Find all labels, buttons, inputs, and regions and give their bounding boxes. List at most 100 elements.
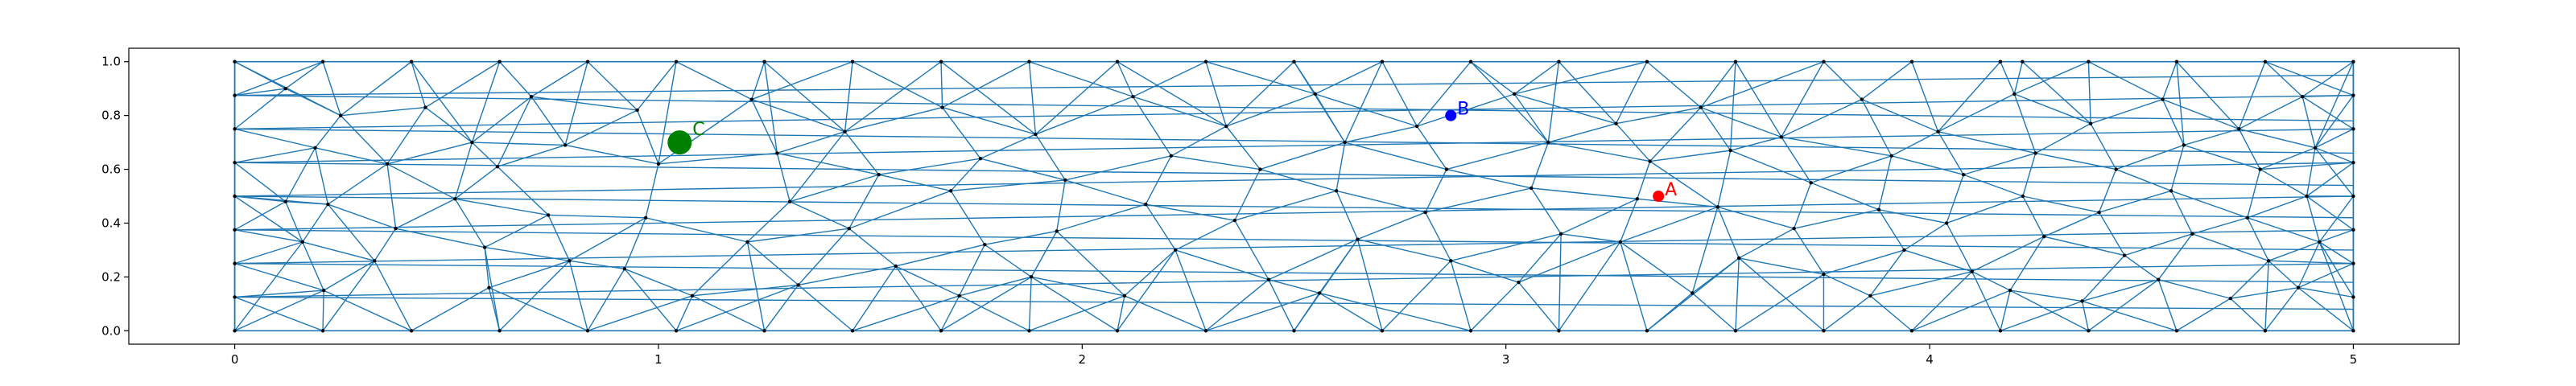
mesh-node (320, 60, 325, 64)
mesh-node (2351, 261, 2355, 265)
mesh-edge (454, 142, 473, 199)
mesh-node (1027, 329, 1031, 333)
mesh-node (2161, 97, 2165, 101)
mesh-edge (1620, 206, 1719, 243)
mesh-edge (1911, 290, 2011, 331)
mesh-edge (2297, 241, 2320, 289)
mesh-edge (2297, 262, 2354, 289)
mesh-edge (2238, 96, 2303, 129)
mesh-edge (777, 131, 845, 154)
mesh-edge (2090, 98, 2163, 125)
mesh-node (1027, 60, 1031, 64)
point-c-label: C (692, 120, 704, 140)
mesh-edge (878, 174, 952, 191)
mesh-edge (1937, 131, 1964, 175)
mesh-edge (2264, 287, 2299, 331)
mesh-node (2351, 60, 2355, 64)
mesh-edge (1133, 61, 1207, 97)
mesh-edge (1470, 61, 1515, 95)
mesh-edge (2306, 147, 2316, 197)
mesh-node (585, 329, 590, 333)
mesh-edge (2260, 168, 2307, 197)
mesh-edge (2022, 195, 2045, 237)
mesh-node (850, 329, 855, 333)
mesh-edge (471, 142, 498, 167)
mesh-edge (1315, 93, 1418, 127)
mesh-node (1122, 294, 1127, 298)
mesh-edge (658, 61, 677, 164)
mesh-node (2351, 127, 2355, 131)
mesh-node (1645, 60, 1649, 64)
mesh-node (787, 199, 792, 203)
mesh-edge (2044, 236, 2125, 257)
mesh-node (233, 228, 237, 232)
mesh-edge (1133, 96, 1227, 127)
mesh-edge (234, 147, 316, 163)
mesh-edge (2158, 279, 2231, 299)
mesh-edge (1028, 277, 1032, 331)
mesh-edge (569, 260, 625, 270)
mesh-node (1699, 105, 1703, 109)
mesh-edge (895, 244, 985, 267)
mesh-edge (497, 144, 566, 167)
mesh-edge (1034, 61, 1118, 135)
mesh-edge (1735, 257, 1740, 331)
mesh-edge (1649, 107, 1702, 162)
mesh-edge (1260, 142, 1345, 170)
mesh-edge (895, 265, 960, 297)
mesh-node (2013, 92, 2017, 96)
mesh-edge (1781, 136, 1892, 157)
mesh-edge (1513, 93, 1549, 143)
mesh-edge (1904, 249, 1972, 273)
mesh-edge (2176, 298, 2231, 331)
mesh-node (321, 288, 326, 293)
mesh-edge (1518, 241, 1621, 283)
mesh-node (1860, 97, 1864, 101)
mesh-node (1115, 329, 1120, 333)
mesh-edge (1558, 61, 1617, 125)
mesh-edge (2301, 61, 2354, 97)
mesh-edge (1558, 233, 1562, 331)
mesh-edge (302, 241, 375, 261)
mesh-edge (675, 61, 753, 101)
mesh-edge (1029, 61, 1133, 97)
mesh-edge (959, 244, 985, 297)
mesh-node (1292, 329, 1296, 333)
mesh-node (877, 173, 881, 177)
mesh-edge (1946, 223, 1973, 272)
mesh-node (1313, 92, 1318, 96)
mesh-edge (2021, 61, 2091, 125)
mesh-edge (2009, 290, 2083, 302)
mesh-edge (1878, 155, 1893, 210)
mesh-edge (1691, 257, 1740, 294)
mesh-edge (2318, 195, 2354, 243)
mesh-node (385, 162, 390, 166)
mesh-edge (1344, 61, 1383, 143)
mesh-edge (323, 290, 412, 331)
mesh-edge (374, 260, 412, 331)
mesh-edge (234, 195, 2354, 219)
mesh-edge (1225, 125, 1261, 170)
mesh-edge (848, 174, 880, 229)
mesh-node (2174, 329, 2179, 333)
mesh-edge (1823, 249, 1905, 275)
mesh-node (2351, 295, 2355, 299)
mesh-edge (1946, 175, 1964, 224)
mesh-edge (489, 260, 570, 289)
mesh-edge (751, 98, 845, 133)
mesh-node (957, 294, 961, 298)
mesh-edge (327, 163, 388, 205)
mesh-edge (1381, 260, 1451, 331)
mesh-edge (1124, 249, 1176, 297)
mesh-node (283, 86, 287, 91)
mesh-node (1380, 60, 1385, 64)
mesh-edge (285, 200, 328, 205)
mesh-node (497, 329, 502, 333)
mesh-edge (374, 228, 397, 261)
y-axis-ticks: 0.0 0.2 0.4 0.6 0.8 1.0 (101, 55, 129, 338)
mesh-node (2080, 299, 2084, 303)
mesh-node (1513, 92, 1517, 96)
mesh-edge (2000, 61, 2015, 95)
mesh-node (948, 189, 953, 193)
